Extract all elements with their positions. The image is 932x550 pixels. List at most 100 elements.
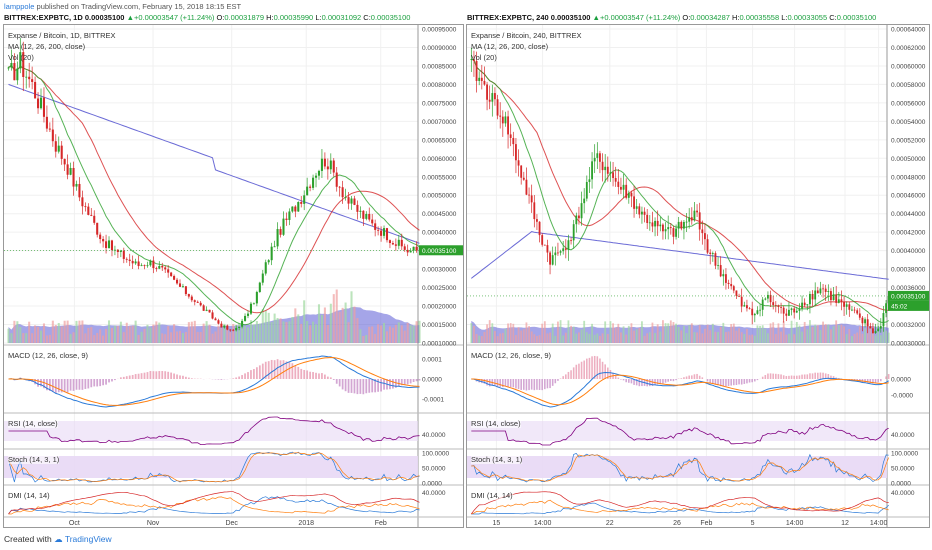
right-macd-histogram-bar (803, 374, 806, 379)
right-candle-body (725, 274, 727, 283)
right-candle-body (604, 166, 607, 171)
right-macd-histogram-bar (798, 375, 801, 379)
right-macd-histogram-bar (601, 361, 604, 379)
left-volume-bar (385, 331, 389, 343)
left-candle-body (54, 141, 57, 152)
left-volume-bar (78, 320, 81, 343)
right-volume-bar (599, 335, 601, 343)
right-candle-body (677, 221, 680, 229)
right-volume-bar (832, 326, 835, 343)
right-macd-histogram-bar (659, 379, 662, 384)
left-volume-bar (409, 325, 412, 343)
right-macd-histogram-bar (525, 379, 528, 391)
left-candle-body (116, 249, 119, 253)
left-macd-histogram-bar (288, 362, 291, 379)
left-macd-histogram-bar (276, 359, 279, 379)
left-last-price: 0.00035100 (84, 13, 125, 22)
left-chart-panel[interactable]: 0.00095000 0.00090000 0.00085000 0.00080000… (3, 24, 464, 528)
footer: Created with ☁ TradingView (4, 534, 112, 545)
right-volume-bar (609, 321, 612, 343)
right-chart-panel[interactable]: 0.00064000 0.00062000 0.00060000 0.00058000… (466, 24, 930, 528)
right-macd-histogram-bar (864, 379, 866, 383)
left-macd-histogram-bar (291, 363, 294, 379)
right-volume-bar (530, 331, 533, 343)
left-volume-bar (394, 324, 397, 343)
left-chart-svg[interactable]: 0.00095000 0.00090000 0.00085000 0.00080000… (4, 25, 463, 527)
right-candle-body (473, 59, 475, 61)
left-change: +0.00003547 (+11.24%) (134, 13, 215, 22)
right-macd-histogram-bar (748, 379, 751, 383)
left-volume-bar (267, 312, 270, 343)
right-volume-bar (816, 325, 819, 343)
right-macd-histogram-bar (672, 379, 675, 382)
right-candle-body (761, 299, 764, 310)
left-stoch-tick-label: 0.0000 (422, 481, 442, 488)
right-candle-body (593, 157, 596, 162)
right-macd-histogram-bar (633, 379, 635, 385)
right-macd-histogram-bar (625, 379, 627, 383)
left-symbol[interactable]: BITTREX:EXPBTC, 1D (4, 13, 83, 22)
right-volume-bar (785, 334, 788, 343)
left-macd-histogram-bar (261, 363, 264, 379)
right-volume-bar (541, 323, 544, 343)
left-macd-histogram-bar (84, 379, 87, 389)
right-stoch-label: Stoch (14, 3, 1) (471, 455, 523, 464)
left-volume-bar (131, 325, 134, 343)
right-candle-body (824, 288, 827, 292)
right-chart-svg[interactable]: 0.00064000 0.00062000 0.00060000 0.00058000… (467, 25, 929, 527)
right-candle-body (656, 220, 659, 227)
right-candle-body (864, 319, 866, 324)
left-volume-bar (238, 323, 241, 343)
published-line: lamppole published on TradingView.com, F… (4, 2, 241, 11)
left-candle-body (39, 97, 43, 109)
right-candle-body (777, 305, 780, 307)
right-macd-histogram-bar (481, 379, 483, 384)
left-volume-bar (45, 335, 48, 343)
right-candle-body (651, 222, 654, 227)
right-volume-bar (748, 335, 751, 343)
author-link[interactable]: lamppole (4, 2, 35, 11)
left-candle-body (119, 250, 122, 253)
left-price-tick-label: 0.00080000 (422, 82, 457, 89)
left-volume-bar (170, 332, 173, 343)
right-macd-histogram-bar (549, 379, 551, 389)
left-macd-histogram-bar (90, 379, 93, 388)
left-candle-body (397, 239, 400, 246)
right-symbol[interactable]: BITTREX:EXPBTC, 240 (467, 13, 549, 22)
right-volume-bar (549, 332, 551, 343)
right-rsi-label: RSI (14, close) (471, 419, 521, 428)
left-candle-body (412, 246, 415, 251)
left-macd-histogram-bar (137, 373, 140, 379)
right-macd-histogram-bar (538, 379, 541, 390)
right-volume-bar (814, 324, 817, 343)
left-volume-bar (7, 328, 10, 343)
left-volume-bar (270, 322, 273, 343)
right-volume-bar (496, 336, 499, 343)
right-volume-bar (643, 335, 646, 343)
left-candle-body (344, 197, 347, 198)
right-candle-body (488, 99, 491, 102)
right-volume-bar (743, 333, 746, 343)
left-macd-histogram-bar (415, 379, 418, 382)
right-candle-body (533, 202, 536, 220)
right-volume-bar (861, 333, 864, 343)
right-volume-bar (711, 323, 714, 343)
right-candle-body (575, 215, 578, 225)
right-candle-body (837, 299, 840, 303)
right-countdown-badge (888, 300, 929, 311)
right-legend-title: Expanse / Bitcoin, 240, BITTREX (471, 31, 582, 40)
left-macd-histogram-bar (359, 379, 362, 394)
left-price-tick-label: 0.00055000 (422, 174, 457, 181)
left-candle-body (143, 265, 146, 267)
left-rsi-band (4, 421, 418, 441)
left-volume-bar (244, 325, 247, 343)
left-candle-body (137, 261, 140, 267)
right-macd-histogram-bar (822, 372, 824, 379)
tradingview-brand-link[interactable]: TradingView (64, 534, 112, 544)
right-volume-bar (638, 327, 641, 343)
left-candle-body (161, 266, 164, 268)
right-macd-histogram-bar (743, 379, 746, 384)
right-candle-body (732, 286, 735, 291)
right-macd-histogram-bar (714, 379, 717, 385)
right-macd-histogram-bar (546, 379, 549, 389)
